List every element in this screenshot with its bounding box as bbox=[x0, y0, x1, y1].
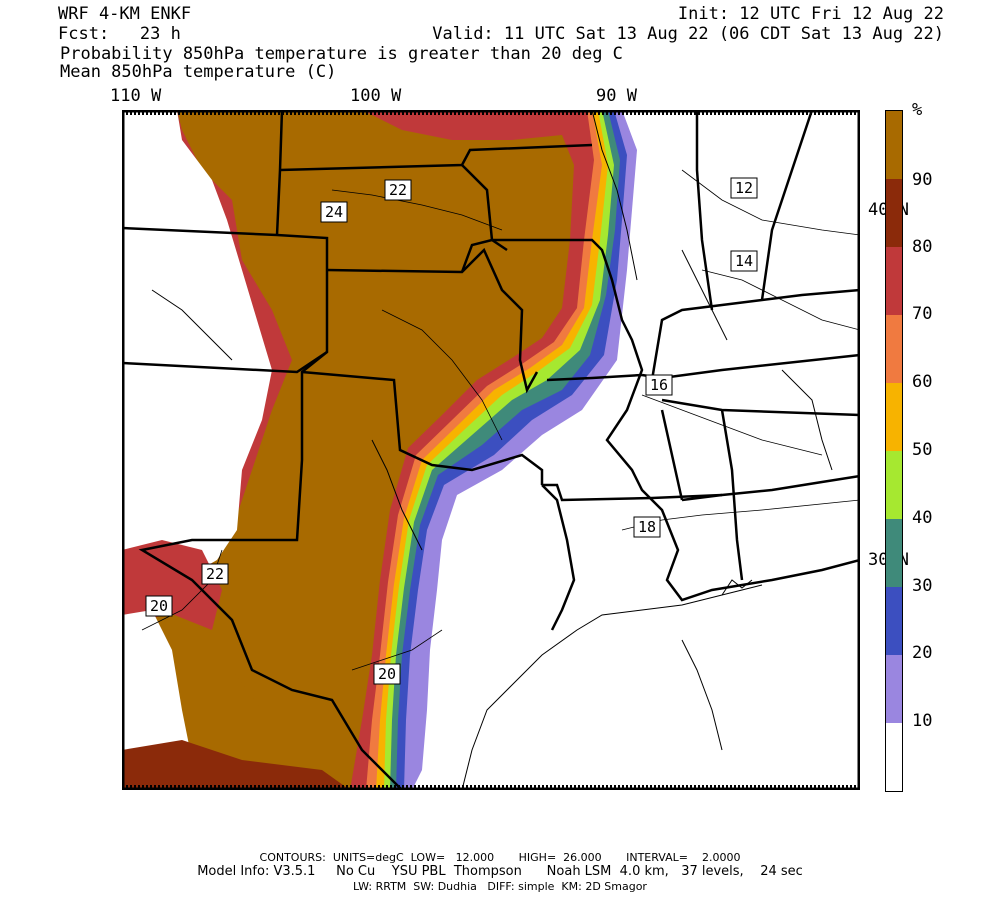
contour-label: 22 bbox=[389, 181, 407, 199]
colorbar-swatch bbox=[886, 655, 902, 723]
colorbar-swatch bbox=[886, 519, 902, 587]
probability-shading bbox=[122, 110, 637, 790]
lon-label-110w: 110 W bbox=[110, 86, 162, 106]
colorbar-tick-10: 10 bbox=[912, 711, 933, 731]
contour-label: 20 bbox=[150, 597, 168, 615]
init-time: Init: 12 UTC Fri 12 Aug 22 bbox=[677, 4, 944, 24]
map-frame-ticks-top bbox=[122, 110, 860, 115]
colorbar-tick-80: 80 bbox=[912, 237, 933, 257]
model-title: WRF 4-KM ENKF bbox=[58, 4, 192, 24]
contour-label: 20 bbox=[378, 665, 396, 683]
colorbar-swatch bbox=[886, 111, 902, 179]
contour-label: 16 bbox=[650, 376, 668, 394]
colorbar-tick-40: 40 bbox=[912, 508, 933, 528]
colorbar-tick-50: 50 bbox=[912, 440, 933, 460]
colorbar-tick-60: 60 bbox=[912, 372, 933, 392]
colorbar bbox=[885, 110, 903, 792]
colorbar-swatch bbox=[886, 587, 902, 655]
footer-physics: LW: RRTM SW: Dudhia DIFF: simple KM: 2D … bbox=[353, 880, 647, 893]
coastline-and-rivers bbox=[151, 110, 833, 790]
colorbar-swatch bbox=[886, 723, 902, 791]
contour-label: 14 bbox=[735, 252, 753, 270]
forecast-map: 22 24 12 14 16 18 22 20 20 bbox=[122, 110, 860, 790]
colorbar-tick-20: 20 bbox=[912, 643, 933, 663]
contour-label: 18 bbox=[638, 518, 656, 536]
forecast-hour: Fcst: 23 h bbox=[58, 24, 181, 44]
footer-model-info: Model Info: V3.5.1 No Cu YSU PBL Thompso… bbox=[197, 864, 803, 879]
political-boundaries bbox=[122, 110, 860, 790]
colorbar-tick-90: 90 bbox=[912, 170, 933, 190]
colorbar-tick-70: 70 bbox=[912, 304, 933, 324]
colorbar-swatch bbox=[886, 315, 902, 383]
contour-label: 24 bbox=[325, 203, 343, 221]
colorbar-swatch bbox=[886, 451, 902, 519]
contour-labels: 22 24 12 14 16 18 22 20 20 bbox=[145, 177, 758, 685]
contour-label: 12 bbox=[735, 179, 753, 197]
field-title-mean: Mean 850hPa temperature (C) bbox=[60, 62, 337, 82]
colorbar-swatch bbox=[886, 179, 902, 247]
field-title-probability: Probability 850hPa temperature is greate… bbox=[60, 44, 623, 64]
lon-label-100w: 100 W bbox=[350, 86, 402, 106]
footer-contours: CONTOURS: UNITS=degC LOW= 12.000 HIGH= 2… bbox=[259, 851, 741, 864]
colorbar-tick-30: 30 bbox=[912, 576, 933, 596]
valid-time: Valid: 11 UTC Sat 13 Aug 22 (06 CDT Sat … bbox=[432, 24, 944, 44]
contour-label: 22 bbox=[206, 565, 224, 583]
colorbar-swatches bbox=[886, 111, 902, 791]
colorbar-unit: % bbox=[912, 100, 923, 120]
colorbar-swatch bbox=[886, 247, 902, 315]
lon-label-90w: 90 W bbox=[596, 86, 637, 106]
map-frame-ticks-bottom bbox=[122, 785, 860, 790]
colorbar-swatch bbox=[886, 383, 902, 451]
